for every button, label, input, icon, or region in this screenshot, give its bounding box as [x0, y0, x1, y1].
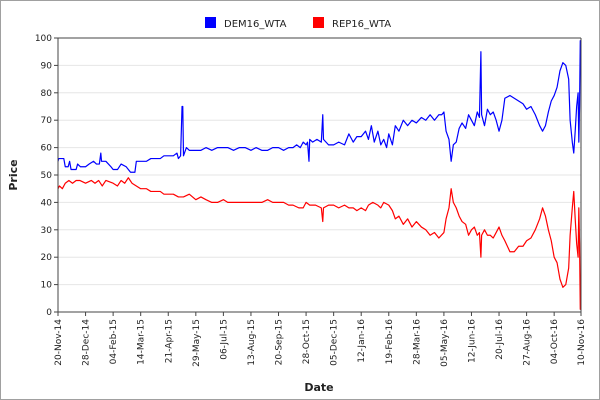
y-ticks: 0 10 20 30 40 50 60 70 80 90 100: [35, 34, 58, 318]
x-tick-label: 05-May-16: [440, 319, 450, 367]
y-axis-title: Price: [7, 159, 20, 190]
x-tick-label: 28-Oct-15: [302, 319, 312, 364]
x-tick-label: 04-Feb-15: [109, 319, 119, 364]
x-axis-title: Date: [304, 381, 333, 394]
y-tick-label: 30: [41, 226, 53, 236]
x-tick-label: 14-Mar-15: [137, 319, 147, 365]
y-tick-label: 10: [41, 281, 53, 291]
y-tick-label: 90: [41, 61, 53, 71]
y-tick-label: 80: [41, 89, 53, 99]
y-tick-label: 20: [41, 253, 53, 263]
x-tick-label: 05-Dec-15: [330, 319, 340, 366]
legend-label-dem: DEM16_WTA: [224, 19, 287, 30]
y-tick-label: 40: [41, 198, 53, 208]
x-tick-label: 12-Jun-16: [467, 319, 477, 363]
gridlines: [58, 64, 581, 286]
series-lines: [57, 40, 581, 310]
y-tick-label: 50: [41, 171, 53, 181]
x-tick-label: 27-Aug-16: [523, 319, 533, 366]
y-tick-label: 60: [41, 144, 53, 154]
series-line-rep: [57, 177, 581, 310]
legend-swatch-dem: [205, 17, 216, 28]
y-tick-label: 100: [35, 34, 52, 44]
y-tick-label: 0: [46, 308, 52, 318]
x-tick-label: 10-Nov-16: [577, 319, 587, 366]
x-tick-label: 13-Aug-15: [247, 319, 257, 366]
x-tick-label: 04-Oct-16: [550, 319, 560, 364]
x-tick-label: 28-Mar-16: [412, 319, 422, 365]
x-tick-label: 29-May-15: [192, 319, 202, 367]
x-tick-label: 21-Apr-15: [164, 319, 174, 363]
x-tick-label: 19-Feb-16: [385, 319, 395, 365]
x-tick-label: 20-Jul-16: [495, 319, 505, 360]
legend: DEM16_WTA REP16_WTA: [205, 17, 391, 30]
series-line-dem: [57, 40, 581, 173]
x-ticks: 20-Nov-14 28-Dec-14 04-Feb-15 14-Mar-15 21-A…: [54, 312, 587, 367]
legend-swatch-rep: [313, 17, 324, 28]
x-tick-label: 20-Sep-15: [275, 319, 285, 365]
x-tick-label: 12-Jan-16: [357, 319, 367, 363]
legend-label-rep: REP16_WTA: [332, 19, 391, 30]
x-tick-label: 06-Jul-15: [219, 319, 229, 360]
y-tick-label: 70: [41, 116, 53, 126]
x-tick-label: 28-Dec-14: [82, 319, 92, 366]
x-tick-label: 20-Nov-14: [54, 319, 64, 366]
